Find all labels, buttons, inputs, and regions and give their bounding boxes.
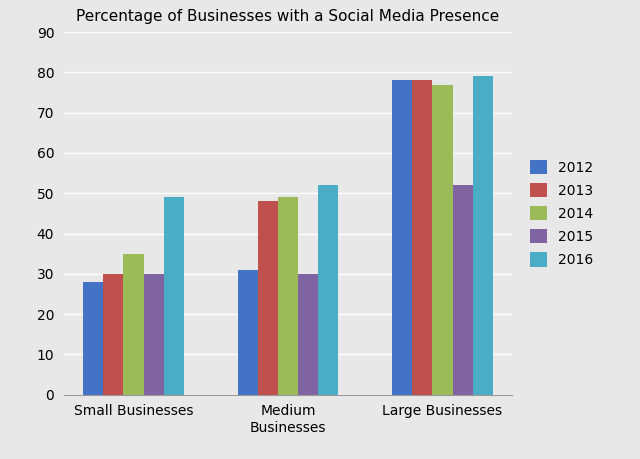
Bar [143, 274, 164, 395]
Bar [452, 185, 472, 395]
Bar [238, 270, 258, 395]
Bar [472, 77, 493, 395]
Legend: 2012, 2013, 2014, 2015, 2016: 2012, 2013, 2014, 2015, 2016 [524, 153, 600, 274]
Bar [412, 80, 433, 395]
Bar [392, 80, 412, 395]
Bar [258, 202, 278, 395]
Bar [164, 197, 184, 395]
Bar [124, 254, 143, 395]
Bar [298, 274, 318, 395]
Title: Percentage of Businesses with a Social Media Presence: Percentage of Businesses with a Social M… [76, 9, 500, 24]
Bar [433, 84, 452, 395]
Bar [318, 185, 338, 395]
Bar [83, 282, 104, 395]
Bar [278, 197, 298, 395]
Bar [104, 274, 124, 395]
